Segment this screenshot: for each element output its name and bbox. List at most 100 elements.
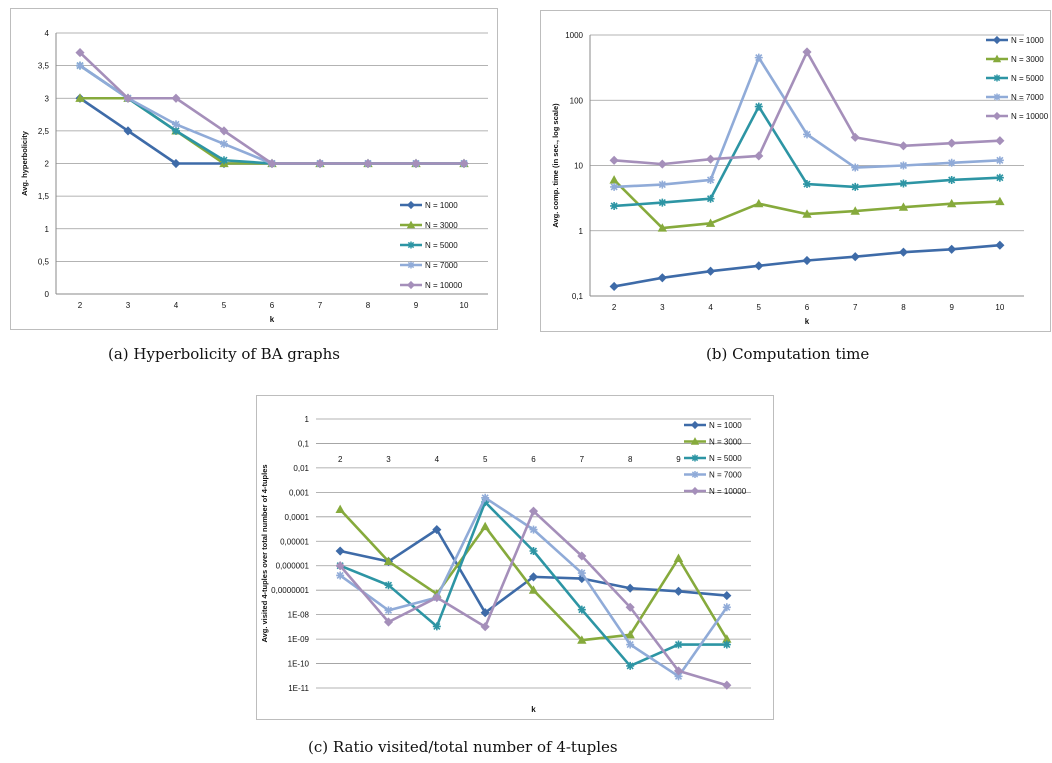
data-point <box>577 551 587 561</box>
legend-label: N = 1000 <box>709 421 742 430</box>
data-point <box>219 126 229 136</box>
data-point <box>267 158 277 169</box>
data-point <box>76 61 84 70</box>
data-point <box>850 132 860 142</box>
chart-a-svg: 0 0,5 1 1,5 2 2,5 3 3,5 4 2 3 4 5 6 7 8 9 10 k Avg. hyperbo… <box>10 8 498 330</box>
legend-label: N = 5000 <box>425 241 458 250</box>
x-tick-label: 9 <box>676 455 681 464</box>
y-tick-label: 0,0000001 <box>271 586 309 595</box>
data-point <box>722 680 732 690</box>
data-point <box>609 281 619 292</box>
chart-frame <box>540 10 1051 332</box>
data-point <box>459 158 469 169</box>
y-tick-label: 0,01 <box>293 464 309 473</box>
x-tick-label: 8 <box>366 301 371 310</box>
data-point <box>432 592 442 603</box>
data-point <box>995 173 1004 182</box>
data-point <box>529 547 538 556</box>
chart-b-computation-time: 0,1 1 10 100 1000 2 3 4 5 6 7 8 9 10 k Avg. comp. time … <box>540 10 1051 332</box>
data-point <box>626 640 635 649</box>
x-tick-label: 3 <box>660 303 665 312</box>
caption-b: (b) Computation time <box>706 345 870 363</box>
chart-b-svg: 0,1 1 10 100 1000 2 3 4 5 6 7 8 9 10 k Avg. comp. time … <box>540 10 1051 332</box>
data-point <box>947 175 956 184</box>
legend-label: N = 10000 <box>1011 112 1049 121</box>
data-point <box>851 182 860 191</box>
data-point <box>315 158 325 169</box>
x-axis-label: k <box>805 317 810 326</box>
data-point <box>384 606 393 615</box>
data-point <box>657 223 668 232</box>
caption-c: (c) Ratio visited/total number of 4-tupl… <box>308 738 618 756</box>
legend-marker <box>691 454 699 462</box>
x-tick-label: 8 <box>901 303 906 312</box>
data-point <box>722 640 731 649</box>
x-tick-label: 4 <box>174 301 179 310</box>
y-tick-label: 1E-10 <box>288 660 310 669</box>
data-point <box>754 102 763 111</box>
data-point <box>673 666 684 676</box>
y-tick-label: 100 <box>570 96 584 105</box>
legend-marker <box>690 420 700 430</box>
legend-marker <box>406 280 416 290</box>
data-point <box>625 602 635 612</box>
data-point <box>657 273 667 283</box>
data-point <box>432 622 441 631</box>
data-point <box>658 180 667 189</box>
data-point <box>577 605 586 614</box>
y-tick-label: 2 <box>45 160 50 169</box>
data-point <box>754 198 764 208</box>
data-point <box>411 158 421 169</box>
y-tick-label: 0,000001 <box>276 562 310 571</box>
data-point <box>75 93 85 102</box>
data-point <box>706 194 715 203</box>
chart-c-ratio-visited: 1E-11 1E-10 1E-09 1E-08 0,0000001 0,000001 0,0… <box>256 395 774 720</box>
y-tick-label: 0,001 <box>289 488 310 497</box>
data-point <box>706 175 715 184</box>
data-point <box>803 130 811 139</box>
x-tick-label: 4 <box>435 455 440 464</box>
x-axis-label: k <box>531 705 536 714</box>
x-tick-label: 2 <box>78 301 83 310</box>
data-point <box>754 151 764 161</box>
legend-marker <box>992 35 1002 45</box>
y-tick-label: 0,5 <box>38 257 50 266</box>
legend-label: N = 10000 <box>425 281 463 290</box>
legend-label: N = 5000 <box>1011 74 1044 83</box>
data-point <box>626 661 635 670</box>
data-point <box>995 196 1005 206</box>
legend-marker <box>690 437 700 445</box>
data-point <box>383 617 394 627</box>
y-tick-label: 0,1 <box>298 439 310 448</box>
x-tick-label: 9 <box>949 303 954 312</box>
x-tick-label: 8 <box>628 455 633 464</box>
data-point <box>220 139 228 148</box>
data-point <box>336 571 345 580</box>
data-point <box>947 244 957 254</box>
chart-a-hyperbolicity: 0 0,5 1 1,5 2 2,5 3 3,5 4 2 3 4 5 6 7 8 9 10 k Avg. hyperbo… <box>10 8 498 330</box>
data-point <box>802 255 812 266</box>
y-tick-label: 0 <box>45 290 50 299</box>
legend-marker <box>690 486 700 496</box>
x-tick-label: 2 <box>612 303 617 312</box>
data-point <box>898 141 909 151</box>
data-point <box>577 635 587 644</box>
legend-label: N = 3000 <box>1011 55 1044 64</box>
legend-marker <box>407 261 415 269</box>
legend-label: N = 1000 <box>425 201 458 210</box>
y-tick-label: 1 <box>45 225 50 234</box>
y-tick-label: 1E-08 <box>288 611 310 620</box>
y-tick-label: 1000 <box>565 31 583 40</box>
legend-label: N = 3000 <box>709 438 742 447</box>
data-point <box>657 159 667 169</box>
x-tick-label: 4 <box>708 303 713 312</box>
y-axis-label: Avg. hyperbolicity <box>20 130 29 196</box>
legend-label: N = 5000 <box>709 454 742 463</box>
data-point <box>481 493 490 502</box>
legend-marker <box>993 74 1001 82</box>
data-point <box>625 629 635 639</box>
legend-label: N = 7000 <box>709 471 742 480</box>
x-axis-label: k <box>270 315 275 324</box>
data-point <box>220 156 228 165</box>
y-tick-label: 3,5 <box>38 62 50 71</box>
